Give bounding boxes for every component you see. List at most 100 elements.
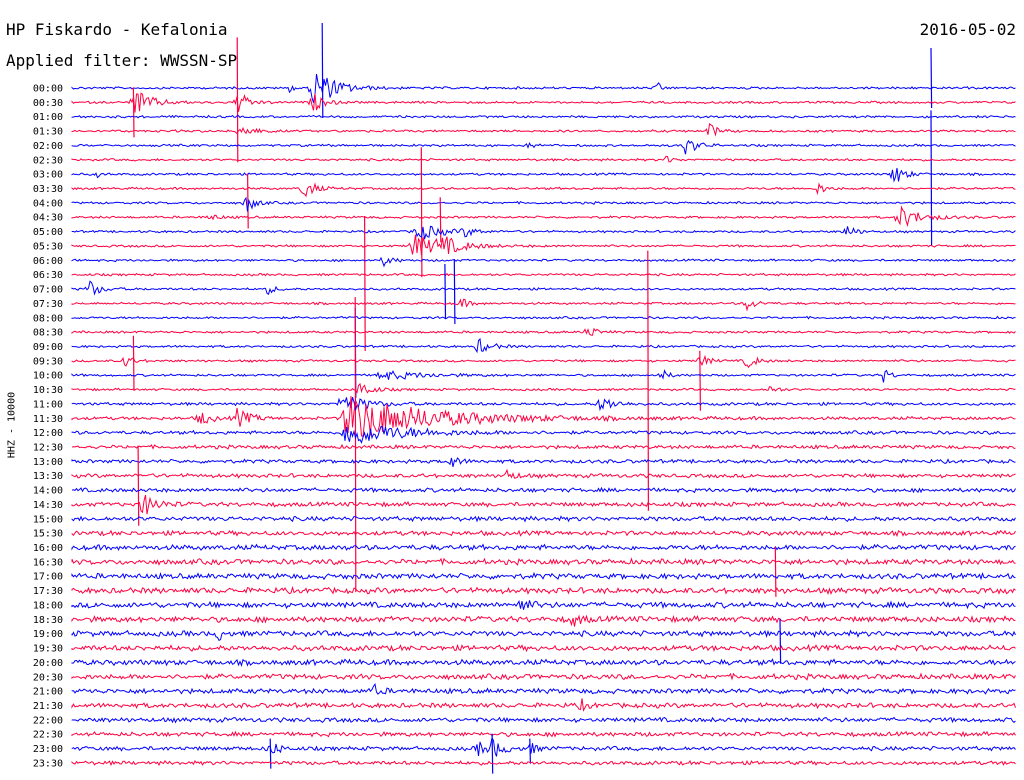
trace-line bbox=[71, 327, 1016, 336]
trace-line bbox=[71, 557, 1016, 566]
trace-line bbox=[71, 643, 1016, 653]
trace-line bbox=[71, 205, 1016, 228]
trace-line bbox=[71, 298, 1016, 312]
time-tick-label: 04:30 bbox=[33, 213, 63, 224]
trace-line bbox=[71, 571, 1016, 581]
trace-line bbox=[71, 494, 1016, 515]
date-label: 2016-05-02 bbox=[919, 20, 1016, 39]
spike-mark bbox=[321, 22, 324, 119]
time-tick-label: 17:00 bbox=[33, 572, 63, 583]
trace-line bbox=[71, 382, 1016, 394]
trace-line bbox=[71, 486, 1016, 494]
trace-line bbox=[71, 736, 1016, 757]
time-tick-label: 03:00 bbox=[33, 170, 63, 181]
trace-line bbox=[71, 468, 1016, 479]
trace-line bbox=[71, 585, 1016, 596]
trace-line bbox=[71, 114, 1016, 119]
spike-mark bbox=[137, 445, 140, 526]
trace-line bbox=[71, 529, 1016, 538]
time-tick-label: 15:00 bbox=[33, 514, 63, 525]
trace-line bbox=[71, 397, 1016, 412]
time-tick-label: 19:30 bbox=[33, 644, 63, 655]
time-tick-label: 22:00 bbox=[33, 715, 63, 726]
filter-label: Applied filter: WWSSN-SP bbox=[6, 51, 238, 70]
trace-line bbox=[71, 73, 1016, 103]
time-tick-label: 21:00 bbox=[33, 687, 63, 698]
time-tick-label: 01:30 bbox=[33, 127, 63, 138]
trace-line bbox=[71, 543, 1016, 552]
time-tick-label: 11:00 bbox=[33, 399, 63, 410]
time-tick-label: 07:30 bbox=[33, 299, 63, 310]
trace-line bbox=[71, 672, 1016, 681]
time-tick-label: 00:30 bbox=[33, 98, 63, 109]
spike-mark bbox=[529, 738, 531, 764]
trace-line bbox=[71, 280, 1016, 296]
time-tick-label: 00:00 bbox=[33, 84, 63, 95]
time-tick-label: 13:00 bbox=[33, 457, 63, 468]
time-tick-label: 23:00 bbox=[33, 744, 63, 755]
time-tick-label: 12:00 bbox=[33, 428, 63, 439]
spike-mark bbox=[247, 173, 249, 229]
time-tick-label: 16:00 bbox=[33, 543, 63, 554]
time-tick-label: 21:30 bbox=[33, 701, 63, 712]
time-tick-label: 02:00 bbox=[33, 141, 63, 152]
station-title: HP Fiskardo - Kefalonia bbox=[6, 20, 228, 39]
trace-line bbox=[71, 92, 1016, 113]
seismogram-traces bbox=[71, 22, 1016, 774]
time-tick-label: 18:30 bbox=[33, 615, 63, 626]
trace-line bbox=[71, 515, 1016, 523]
time-tick-label: 08:00 bbox=[33, 313, 63, 324]
spike-mark bbox=[420, 147, 423, 278]
spike-mark bbox=[132, 87, 135, 138]
time-tick-label: 03:30 bbox=[33, 184, 63, 195]
trace-line bbox=[71, 225, 1016, 240]
spike-mark bbox=[930, 47, 933, 109]
time-tick-label: 16:30 bbox=[33, 557, 63, 568]
time-tick-label: 20:30 bbox=[33, 672, 63, 683]
spike-mark bbox=[774, 546, 777, 597]
trace-line bbox=[71, 457, 1016, 468]
spike-mark bbox=[453, 258, 456, 325]
trace-line bbox=[71, 272, 1016, 277]
trace-line bbox=[71, 682, 1016, 695]
time-tick-label: 08:30 bbox=[33, 328, 63, 339]
trace-line bbox=[71, 614, 1016, 627]
trace-line bbox=[71, 629, 1016, 642]
spike-mark bbox=[647, 250, 650, 511]
time-tick-label: 14:30 bbox=[33, 500, 63, 511]
spike-mark bbox=[779, 618, 782, 664]
trace-line bbox=[71, 196, 1016, 212]
time-tick-label: 05:30 bbox=[33, 241, 63, 252]
trace-line bbox=[71, 369, 1016, 383]
time-tick-label: 11:30 bbox=[33, 414, 63, 425]
time-tick-label: 10:30 bbox=[33, 385, 63, 396]
trace-line bbox=[71, 182, 1016, 198]
spike-mark bbox=[491, 733, 494, 774]
trace-line bbox=[71, 396, 1016, 438]
spike-mark bbox=[132, 335, 135, 391]
trace-line bbox=[71, 139, 1016, 155]
time-tick-label: 12:30 bbox=[33, 443, 63, 454]
spike-mark bbox=[439, 197, 442, 243]
time-tick-label: 04:00 bbox=[33, 198, 63, 209]
time-tick-label: 18:00 bbox=[33, 600, 63, 611]
spike-mark bbox=[364, 215, 366, 352]
time-tick-label: 05:00 bbox=[33, 227, 63, 238]
time-tick-label: 09:30 bbox=[33, 356, 63, 367]
time-tick-label: 06:30 bbox=[33, 270, 63, 281]
trace-line bbox=[71, 354, 1016, 369]
time-tick-labels: 00:00 00:30 01:00 01:30 02:00 02:30 03:00 03:30… bbox=[33, 84, 63, 770]
spike-mark bbox=[269, 738, 272, 769]
time-tick-label: 22:30 bbox=[33, 730, 63, 741]
trace-line bbox=[71, 123, 1016, 137]
spike-mark bbox=[699, 350, 701, 411]
trace-line bbox=[71, 425, 1016, 444]
spike-mark bbox=[444, 263, 447, 320]
time-tick-label: 23:30 bbox=[33, 758, 63, 769]
time-tick-label: 01:00 bbox=[33, 112, 63, 123]
trace-line bbox=[71, 155, 1016, 163]
time-tick-label: 10:00 bbox=[33, 371, 63, 382]
trace-line bbox=[71, 234, 1016, 256]
trace-line bbox=[71, 256, 1016, 268]
